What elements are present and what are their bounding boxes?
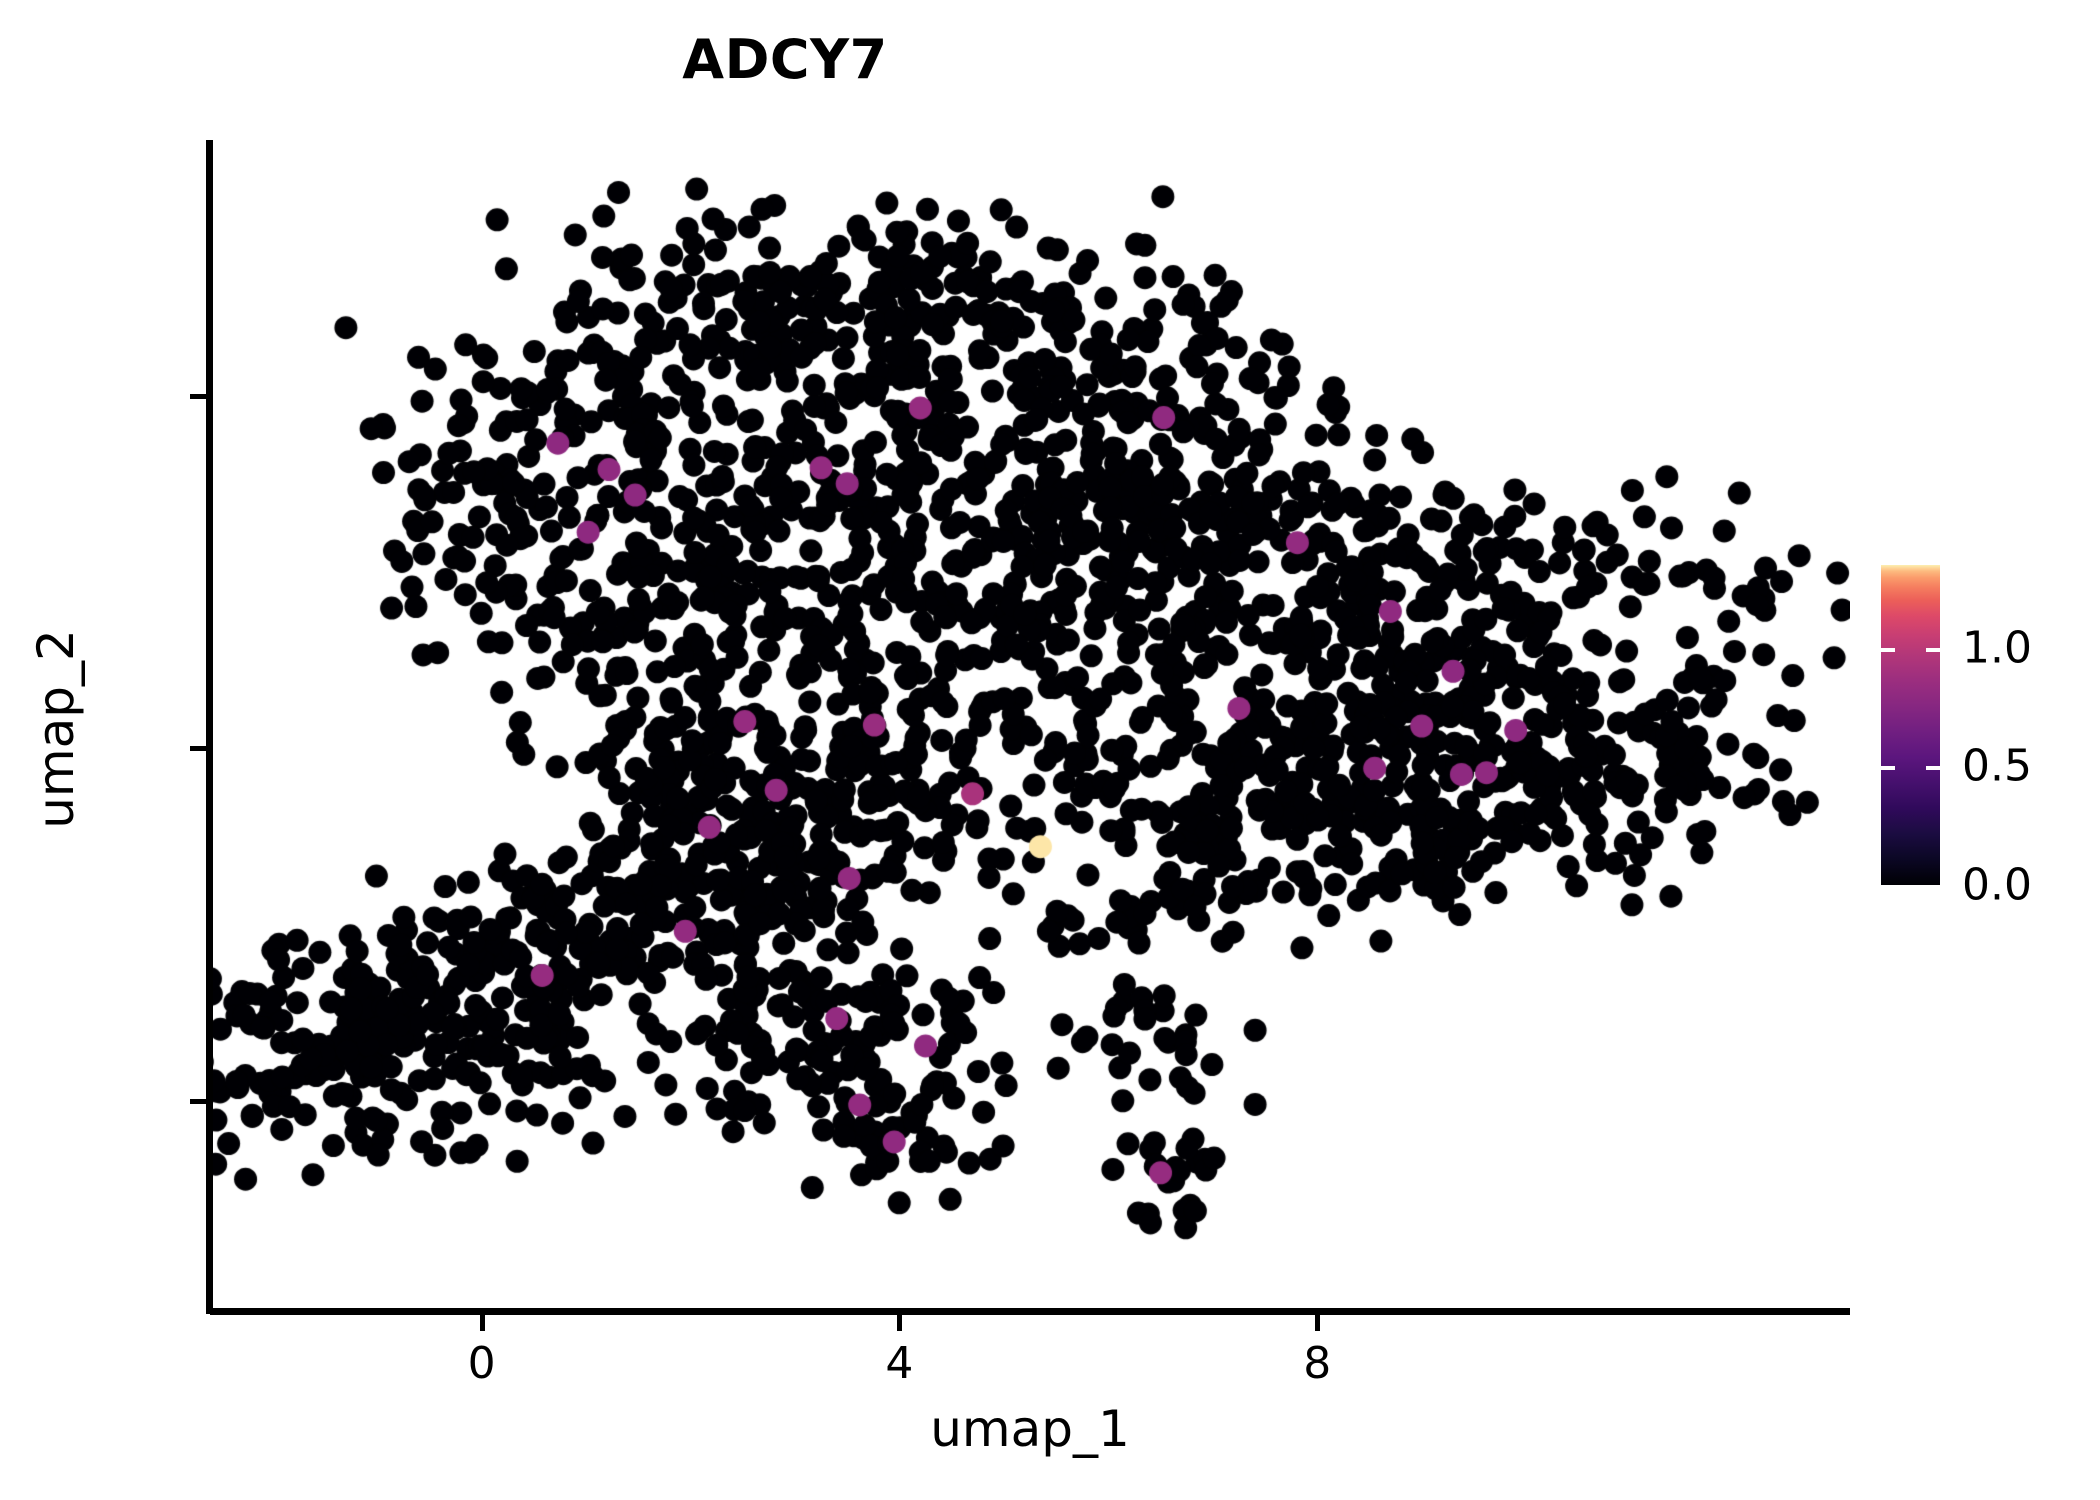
x-axis-tick-label: 4	[885, 1338, 914, 1389]
x-axis-tick-mark	[479, 1313, 485, 1331]
x-axis-tick-label: 0	[467, 1338, 496, 1389]
scatter-plot-canvas	[210, 140, 1850, 1312]
colorbar-tick-mark	[1881, 766, 1895, 771]
y-axis-tick-mark	[190, 746, 208, 752]
colorbar	[1881, 565, 1940, 885]
colorbar-tick-label: 0.5	[1962, 740, 2032, 792]
colorbar-tick-mark	[1926, 766, 1940, 771]
colorbar-tick-label: 1.0	[1962, 622, 2032, 674]
colorbar-gradient	[1881, 565, 1940, 885]
y-axis-spine	[206, 140, 213, 1314]
x-axis-spine	[210, 1308, 1850, 1315]
colorbar-tick-label: 0.0	[1962, 859, 2032, 911]
colorbar-tick-mark	[1926, 647, 1940, 652]
y-axis-label: umap_2	[27, 629, 85, 829]
y-axis-tick-mark	[190, 1098, 208, 1104]
page-title: ADCY7	[682, 28, 888, 91]
colorbar-tick-mark	[1881, 647, 1895, 652]
x-axis-tick-mark	[1315, 1313, 1321, 1331]
x-axis-tick-label: 8	[1303, 1338, 1332, 1389]
x-axis-label: umap_1	[930, 1400, 1130, 1458]
y-axis-tick-mark	[190, 393, 208, 399]
plot-axes-area	[210, 140, 1850, 1312]
x-axis-tick-mark	[897, 1313, 903, 1331]
